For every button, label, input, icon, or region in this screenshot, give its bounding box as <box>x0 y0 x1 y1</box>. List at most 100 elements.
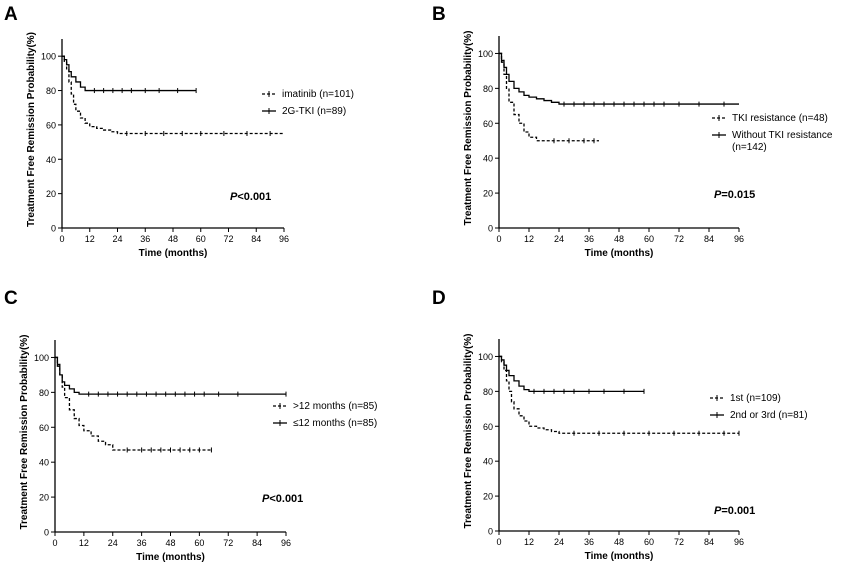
x-tick-label: 96 <box>281 538 291 548</box>
y-tick-label: 60 <box>39 423 49 433</box>
x-axis-title: Time (months) <box>139 248 208 259</box>
series-2 <box>55 356 287 397</box>
x-tick-label: 24 <box>112 234 122 244</box>
x-tick-label: 84 <box>704 234 714 244</box>
x-tick-label: 72 <box>223 538 233 548</box>
panel-D: D 0 20 40 60 80 100 0 12 24 36 48 60 72 84 96 Time (mont… <box>432 288 808 562</box>
x-tick-label: 72 <box>674 537 684 547</box>
p-value: P=0.015 <box>714 189 755 201</box>
x-tick-label: 36 <box>137 538 147 548</box>
panel-C: C 0 20 40 60 80 100 0 12 24 36 48 60 72 84 96 Time (mont… <box>4 288 378 562</box>
p-value: P<0.001 <box>230 191 271 203</box>
p-value-number: <0.001 <box>237 191 271 203</box>
x-tick-label: 36 <box>140 234 150 244</box>
y-tick-label: 20 <box>483 492 493 502</box>
x-tick-label: 96 <box>279 234 289 244</box>
y-tick-label: 40 <box>46 155 56 165</box>
y-tick-label: 100 <box>41 52 56 62</box>
x-tick-label: 36 <box>584 537 594 547</box>
panel-label: D <box>432 288 446 309</box>
survival-curve <box>55 356 212 451</box>
p-value-letter: P <box>714 189 722 201</box>
y-tick-label: 0 <box>44 528 49 538</box>
x-tick-label: 84 <box>252 538 262 548</box>
x-tick-label: 12 <box>85 234 95 244</box>
p-value-number: =0.015 <box>721 189 755 201</box>
series-1 <box>499 355 740 436</box>
y-tick-label: 100 <box>478 352 493 362</box>
y-tick-label: 40 <box>483 457 493 467</box>
x-tick-label: 12 <box>79 538 89 548</box>
panel-B: B 0 20 40 60 80 100 0 12 24 36 48 60 72 84 96 Time (mont… <box>432 4 833 259</box>
y-tick-label: 0 <box>488 224 493 234</box>
legend-label: imatinib (n=101) <box>282 89 354 100</box>
survival-curve <box>62 55 284 135</box>
y-tick-label: 20 <box>483 189 493 199</box>
y-tick-label: 100 <box>34 353 49 363</box>
y-tick-label: 60 <box>483 119 493 129</box>
x-tick-label: 0 <box>496 537 501 547</box>
x-tick-label: 96 <box>734 537 744 547</box>
x-tick-label: 72 <box>674 234 684 244</box>
p-value-letter: P <box>714 505 722 517</box>
x-tick-label: 48 <box>165 538 175 548</box>
x-tick-label: 60 <box>644 234 654 244</box>
x-tick-label: 60 <box>644 537 654 547</box>
y-axis-title: Treatment Free Remission Probability(%) <box>19 334 30 529</box>
x-tick-label: 24 <box>554 537 564 547</box>
x-tick-label: 12 <box>524 537 534 547</box>
x-tick-label: 36 <box>584 234 594 244</box>
survival-curve <box>499 355 644 393</box>
x-tick-label: 84 <box>704 537 714 547</box>
legend-label: >12 months (n=85) <box>293 401 378 412</box>
series-1 <box>55 356 212 453</box>
p-value-number: <0.001 <box>269 493 303 505</box>
legend-label: Without TKI resistance (n=142) <box>732 130 833 153</box>
series-2 <box>499 355 645 394</box>
legend-label: ≤12 months (n=85) <box>293 418 377 429</box>
x-tick-label: 96 <box>734 234 744 244</box>
y-axis-title: Treatment Free Remission Probability(%) <box>26 32 37 227</box>
x-tick-label: 24 <box>108 538 118 548</box>
y-tick-label: 40 <box>39 458 49 468</box>
survival-curve <box>499 355 739 434</box>
x-axis-title: Time (months) <box>585 551 654 562</box>
y-tick-label: 60 <box>483 422 493 432</box>
legend-label: 1st (n=109) <box>730 393 781 404</box>
y-tick-label: 20 <box>46 189 56 199</box>
x-tick-label: 60 <box>194 538 204 548</box>
survival-curve <box>62 55 197 92</box>
x-tick-label: 48 <box>614 234 624 244</box>
p-value: P<0.001 <box>262 493 303 505</box>
p-value-letter: P <box>230 191 238 203</box>
x-tick-label: 84 <box>251 234 261 244</box>
x-tick-label: 12 <box>524 234 534 244</box>
legend-label: TKI resistance (n=48) <box>732 113 828 124</box>
x-tick-label: 0 <box>52 538 57 548</box>
y-tick-label: 80 <box>483 387 493 397</box>
survival-curve <box>499 52 599 142</box>
survival-curve <box>55 356 286 395</box>
legend-label: 2G-TKI (n=89) <box>282 106 346 117</box>
y-tick-label: 100 <box>478 49 493 59</box>
x-tick-label: 0 <box>59 234 64 244</box>
legend-label: 2nd or 3rd (n=81) <box>730 410 808 421</box>
series-1 <box>62 55 284 136</box>
series-2 <box>62 55 197 94</box>
panel-label: B <box>432 4 446 25</box>
y-tick-label: 80 <box>483 84 493 94</box>
y-tick-label: 40 <box>483 154 493 164</box>
x-tick-label: 60 <box>196 234 206 244</box>
y-tick-label: 0 <box>51 224 56 234</box>
x-axis-title: Time (months) <box>136 552 205 562</box>
panel-A: A 0 20 40 60 80 100 0 12 24 36 48 60 72 84 96 Time (mont… <box>4 4 354 259</box>
y-tick-label: 60 <box>46 120 56 130</box>
x-tick-label: 24 <box>554 234 564 244</box>
y-tick-label: 80 <box>46 86 56 96</box>
series-1 <box>499 52 599 144</box>
p-value-letter: P <box>262 493 270 505</box>
series-2 <box>499 52 739 107</box>
y-tick-label: 0 <box>488 527 493 537</box>
y-axis-title: Treatment Free Remission Probability(%) <box>463 333 474 528</box>
survival-curve <box>499 52 739 105</box>
